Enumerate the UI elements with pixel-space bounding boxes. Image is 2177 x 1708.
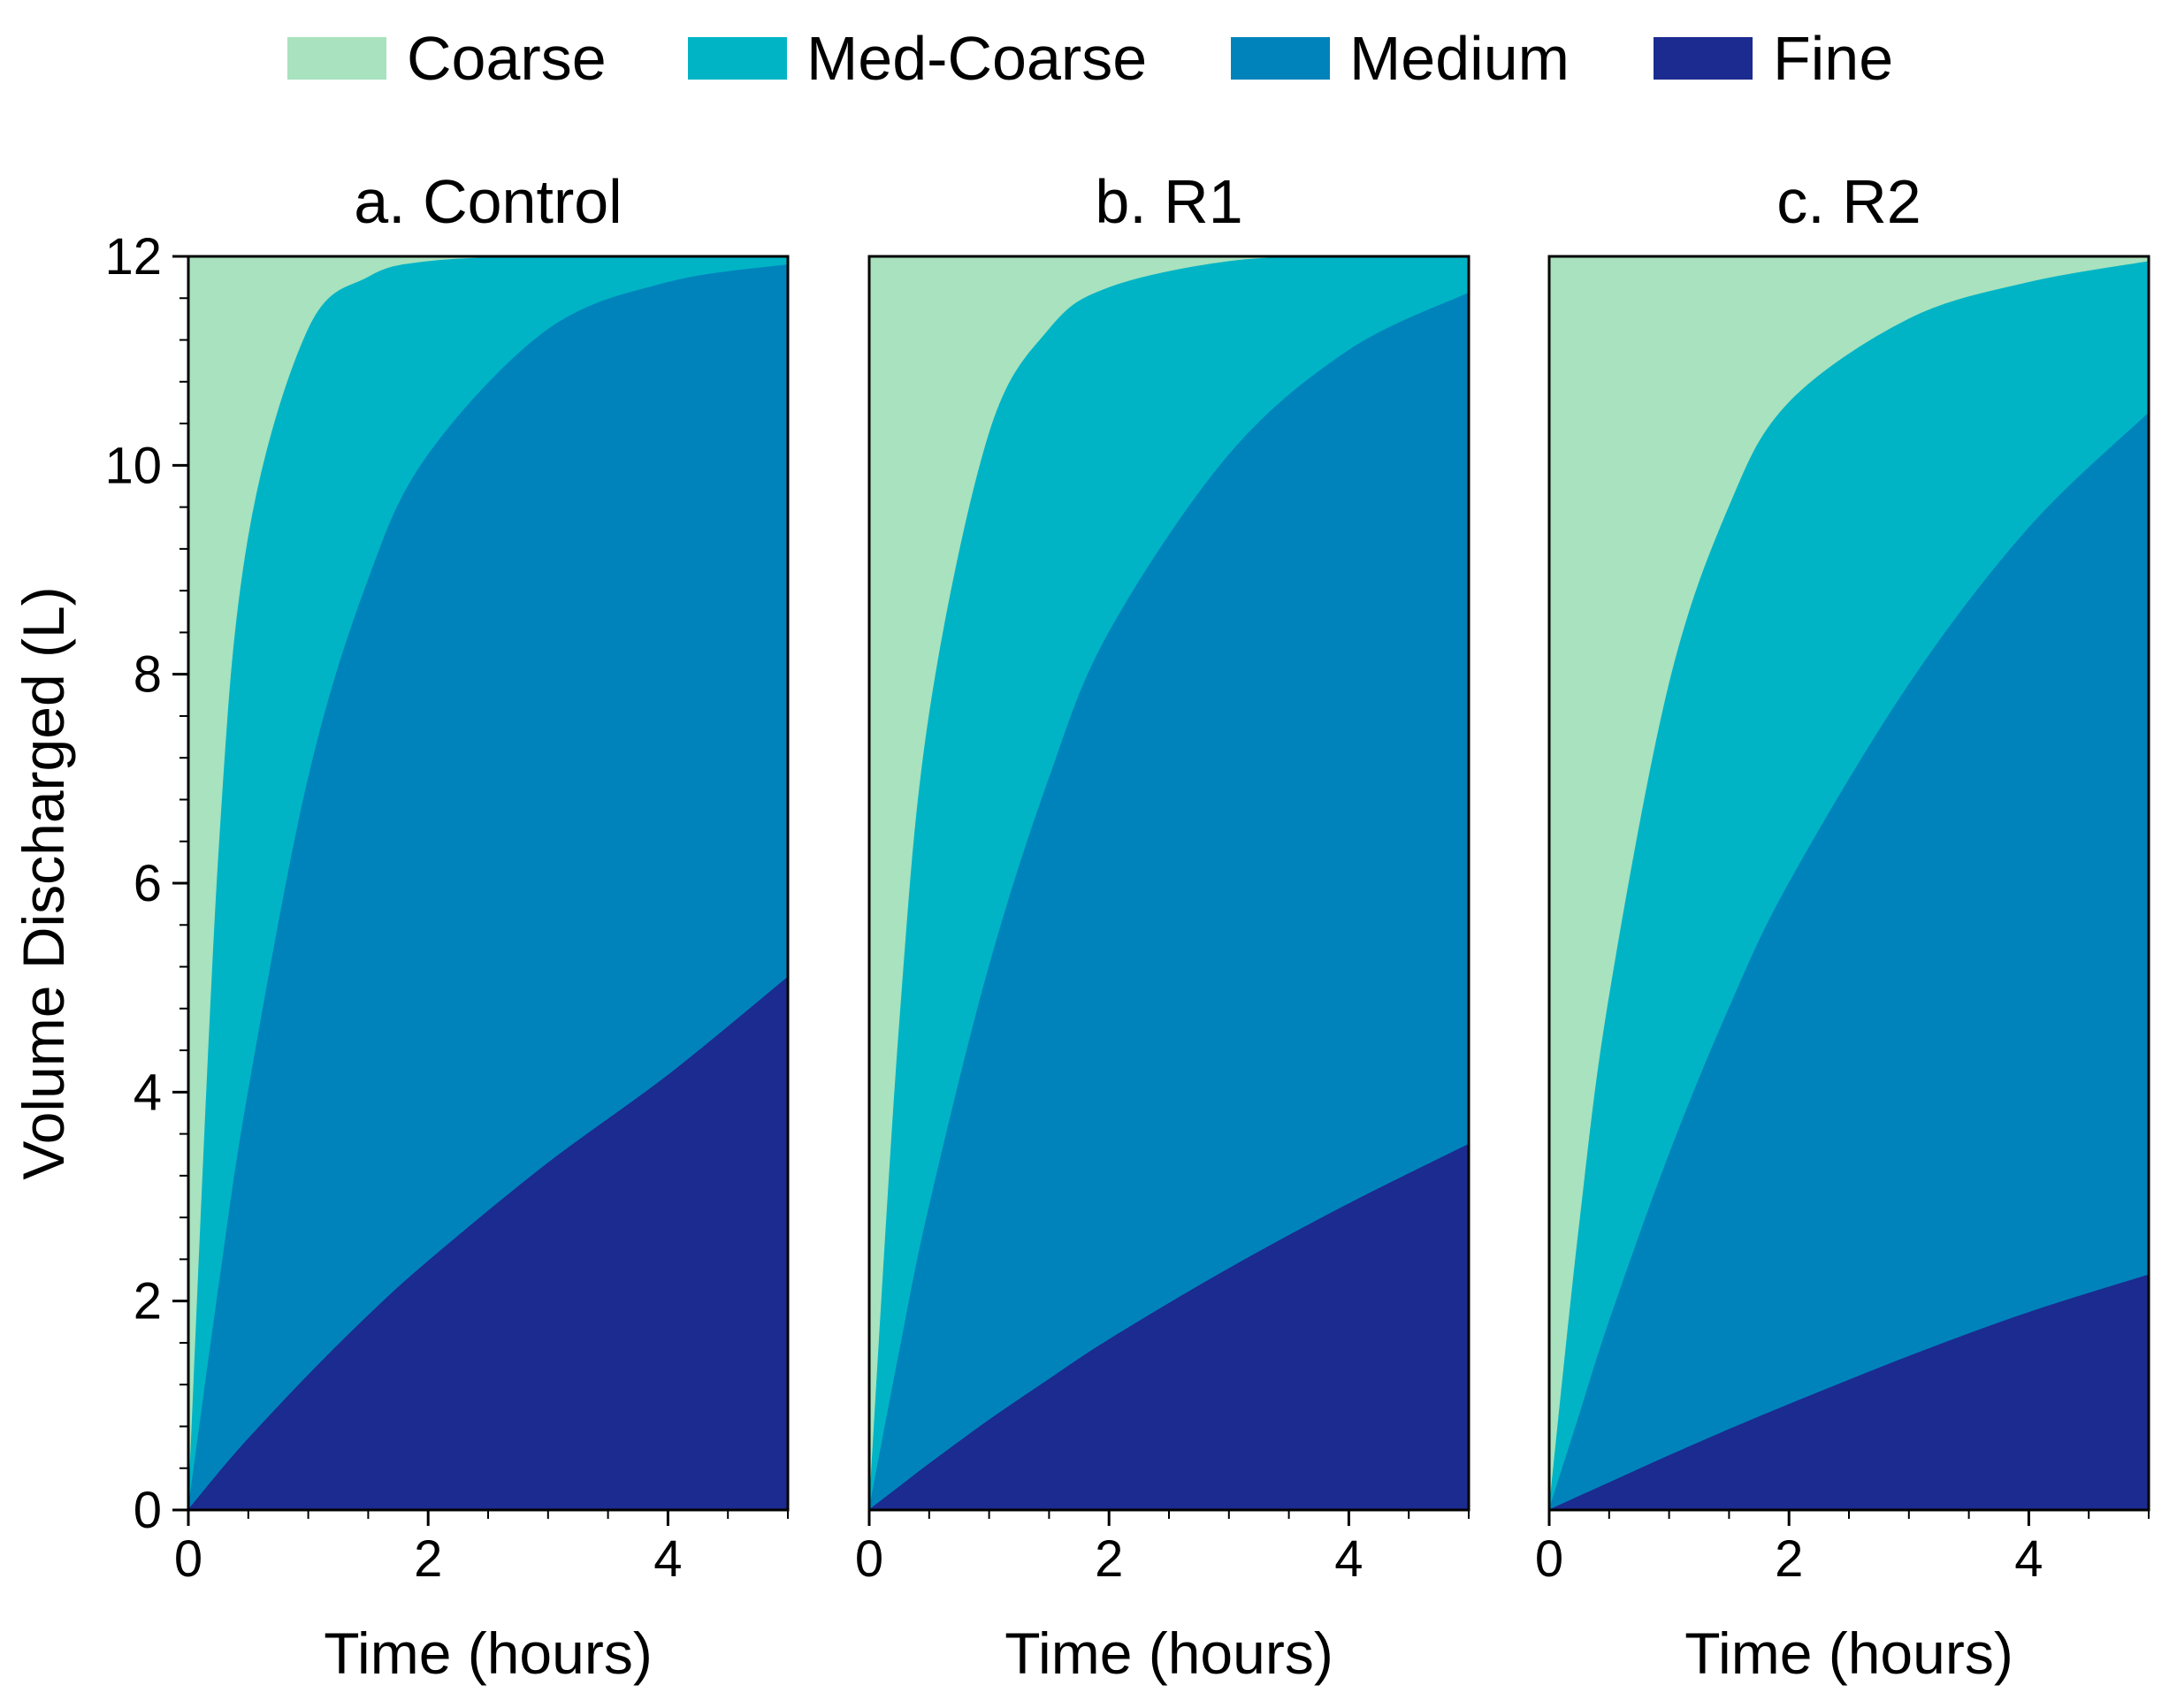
area-fine-c-r2 (1548, 1274, 2150, 1511)
area-fine-b-r1 (867, 1143, 1470, 1511)
legend-swatch-fine (1654, 37, 1753, 80)
x-tick-label-b-r1: 0 (855, 1530, 883, 1588)
legend-swatch-medium (1231, 37, 1330, 80)
x-axis-label-b-r1: Time (hours) (1004, 1620, 1333, 1686)
x-tick-label-a-control: 0 (174, 1530, 202, 1588)
legend-label-fine: Fine (1773, 24, 1893, 93)
x-tick-label-b-r1: 2 (1095, 1530, 1123, 1588)
area-fine-a-control (187, 976, 789, 1511)
y-tick-label: 12 (104, 228, 162, 286)
y-tick-label: 4 (134, 1064, 162, 1121)
x-tick-label-c-r2: 2 (1775, 1530, 1803, 1588)
x-tick-label-b-r1: 4 (1334, 1530, 1363, 1588)
x-tick-label-a-control: 4 (653, 1530, 682, 1588)
y-tick-label: 0 (134, 1482, 162, 1539)
x-tick-label-a-control: 2 (414, 1530, 442, 1588)
panel-title-a-control: a. Control (354, 167, 622, 236)
x-axis-label-a-control: Time (hours) (324, 1620, 653, 1686)
x-tick-label-c-r2: 0 (1535, 1530, 1563, 1588)
legend-label-medium: Medium (1349, 24, 1570, 93)
y-tick-label: 10 (104, 437, 162, 494)
x-axis-label-c-r2: Time (hours) (1684, 1620, 2013, 1686)
y-tick-label: 2 (134, 1273, 162, 1331)
legend-label-med-coarse: Med-Coarse (806, 24, 1147, 93)
y-tick-label: 6 (134, 855, 162, 912)
y-axis-label: Volume Discharged (L) (11, 586, 76, 1179)
area-medium-c-r2 (1548, 412, 2150, 1511)
legend: Coarse Med-Coarse Medium Fine (287, 24, 1893, 93)
legend-swatch-coarse (287, 37, 386, 80)
legend-swatch-med-coarse (688, 37, 787, 80)
y-tick-label: 8 (134, 646, 162, 704)
panel-title-b-r1: b. R1 (1095, 167, 1242, 236)
area-medium-b-r1 (868, 292, 1470, 1511)
panel-title-c-r2: c. R2 (1776, 167, 1921, 236)
legend-label-coarse: Coarse (407, 24, 607, 93)
x-tick-label-c-r2: 4 (2014, 1530, 2043, 1588)
